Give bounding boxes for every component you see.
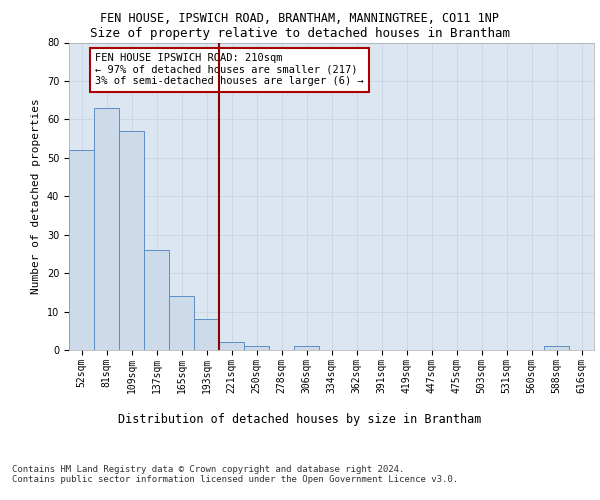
Text: Size of property relative to detached houses in Brantham: Size of property relative to detached ho…: [90, 28, 510, 40]
Y-axis label: Number of detached properties: Number of detached properties: [31, 98, 41, 294]
Bar: [94, 108, 119, 350]
Text: FEN HOUSE IPSWICH ROAD: 210sqm
← 97% of detached houses are smaller (217)
3% of : FEN HOUSE IPSWICH ROAD: 210sqm ← 97% of …: [95, 54, 364, 86]
Bar: [144, 250, 169, 350]
Bar: [294, 346, 319, 350]
Bar: [244, 346, 269, 350]
Bar: [169, 296, 194, 350]
Text: Distribution of detached houses by size in Brantham: Distribution of detached houses by size …: [118, 412, 482, 426]
Bar: [194, 320, 219, 350]
Text: FEN HOUSE, IPSWICH ROAD, BRANTHAM, MANNINGTREE, CO11 1NP: FEN HOUSE, IPSWICH ROAD, BRANTHAM, MANNI…: [101, 12, 499, 26]
Bar: [119, 131, 144, 350]
Bar: [544, 346, 569, 350]
Bar: [219, 342, 244, 350]
Text: Contains HM Land Registry data © Crown copyright and database right 2024.
Contai: Contains HM Land Registry data © Crown c…: [12, 465, 458, 484]
Bar: [69, 150, 94, 350]
